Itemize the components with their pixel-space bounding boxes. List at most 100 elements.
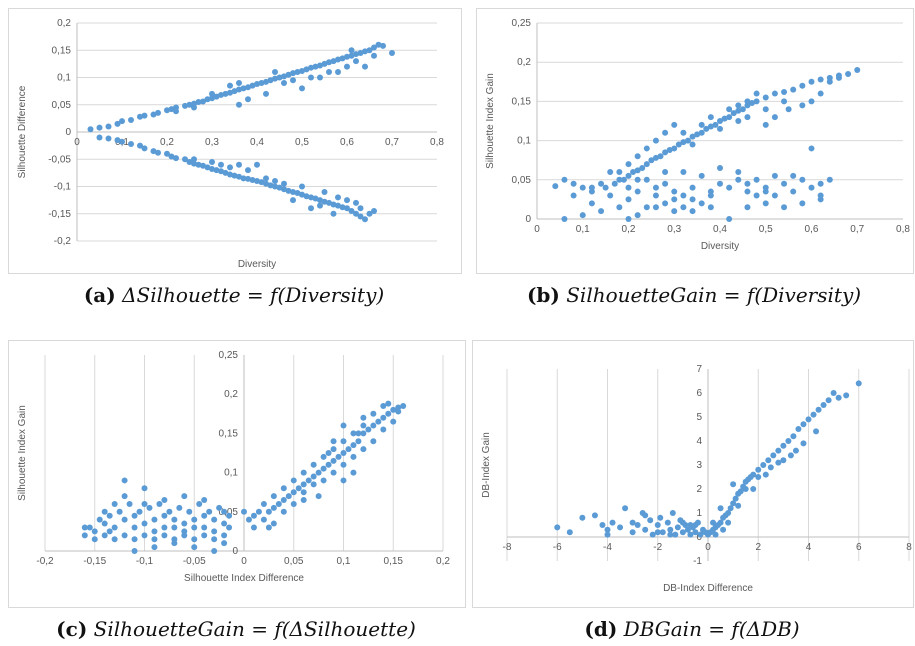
data-point	[684, 526, 691, 533]
x-tick-label: 4	[806, 542, 812, 553]
data-point	[744, 188, 751, 195]
data-point	[294, 69, 301, 76]
data-point	[767, 464, 774, 471]
data-point	[191, 536, 198, 543]
data-point	[240, 85, 247, 92]
data-point	[267, 182, 274, 189]
data-point	[790, 188, 797, 195]
data-point	[312, 195, 319, 202]
data-point	[290, 500, 297, 507]
data-point	[222, 169, 229, 176]
data-point	[689, 133, 696, 140]
data-point	[762, 188, 769, 195]
data-point	[753, 176, 760, 183]
x-tick-label: 0,7	[850, 224, 864, 235]
data-point	[625, 161, 632, 168]
data-point	[221, 520, 228, 527]
data-point	[854, 67, 861, 74]
data-point	[579, 514, 586, 521]
y-tick-label: 2	[696, 484, 702, 495]
data-point	[303, 193, 310, 200]
data-point	[671, 188, 678, 195]
data-point	[344, 197, 350, 204]
data-point	[161, 497, 168, 504]
data-point	[105, 135, 112, 142]
data-point	[750, 486, 757, 492]
data-point	[171, 516, 178, 523]
data-point	[181, 520, 188, 527]
data-point	[765, 457, 772, 464]
data-point	[629, 529, 636, 536]
data-point	[285, 187, 292, 194]
data-point	[310, 473, 317, 480]
data-point	[730, 481, 737, 488]
data-point	[101, 520, 108, 527]
data-point	[330, 438, 337, 445]
y-tick-label: 1	[696, 508, 702, 519]
data-point	[671, 196, 678, 203]
data-point	[151, 528, 158, 535]
y-tick-label: 0,25	[512, 18, 532, 29]
data-point	[652, 184, 659, 191]
data-point	[622, 505, 629, 512]
data-point	[339, 55, 346, 62]
data-point	[671, 121, 678, 128]
data-point	[340, 461, 347, 468]
data-point	[808, 98, 815, 105]
data-point	[390, 418, 397, 425]
data-point	[380, 414, 387, 421]
data-point	[817, 180, 824, 187]
y-tick-label: 3	[696, 460, 702, 471]
data-point	[362, 48, 368, 55]
data-point	[168, 153, 175, 160]
data-point	[598, 208, 605, 215]
data-point	[371, 208, 377, 215]
data-point	[216, 504, 223, 511]
data-point	[820, 402, 827, 408]
y-tick-label: 0,2	[517, 57, 531, 68]
data-point	[750, 471, 757, 478]
data-point	[817, 196, 824, 203]
data-point	[620, 176, 627, 183]
data-point	[211, 528, 218, 535]
data-point	[662, 149, 669, 156]
data-point	[344, 63, 350, 70]
data-point	[119, 118, 125, 125]
y-tick-label: 0	[525, 214, 531, 225]
data-point	[679, 529, 686, 536]
data-point	[591, 512, 598, 519]
data-point	[325, 450, 332, 456]
data-point	[245, 175, 251, 182]
data-point	[265, 524, 272, 531]
data-point	[717, 118, 723, 124]
data-point	[566, 529, 573, 536]
data-point	[642, 512, 649, 519]
data-point	[380, 402, 387, 409]
data-point	[727, 505, 734, 512]
data-point	[96, 134, 103, 141]
data-point	[137, 142, 143, 149]
data-point	[710, 519, 717, 526]
data-point	[780, 457, 787, 464]
data-point	[236, 86, 242, 93]
y-tick-label: 0,1	[517, 136, 531, 147]
data-point	[654, 522, 661, 528]
data-point	[737, 488, 744, 495]
caption-b-formula: SilhouetteGain = f(Diversity)	[566, 283, 862, 307]
data-point	[340, 422, 347, 429]
data-point	[616, 204, 623, 211]
data-point	[634, 522, 641, 528]
data-point	[161, 512, 168, 519]
y-tick-label: 0	[65, 127, 71, 138]
data-point	[272, 69, 278, 76]
data-point	[375, 41, 382, 48]
data-point	[662, 180, 669, 187]
caption-a-formula: ΔSilhouette = f(Diversity)	[122, 283, 385, 307]
data-point	[231, 172, 238, 179]
data-point	[771, 114, 778, 121]
data-point	[666, 147, 673, 154]
data-point	[111, 500, 118, 507]
data-point	[687, 531, 694, 538]
y-tick-label: 0	[232, 546, 238, 557]
